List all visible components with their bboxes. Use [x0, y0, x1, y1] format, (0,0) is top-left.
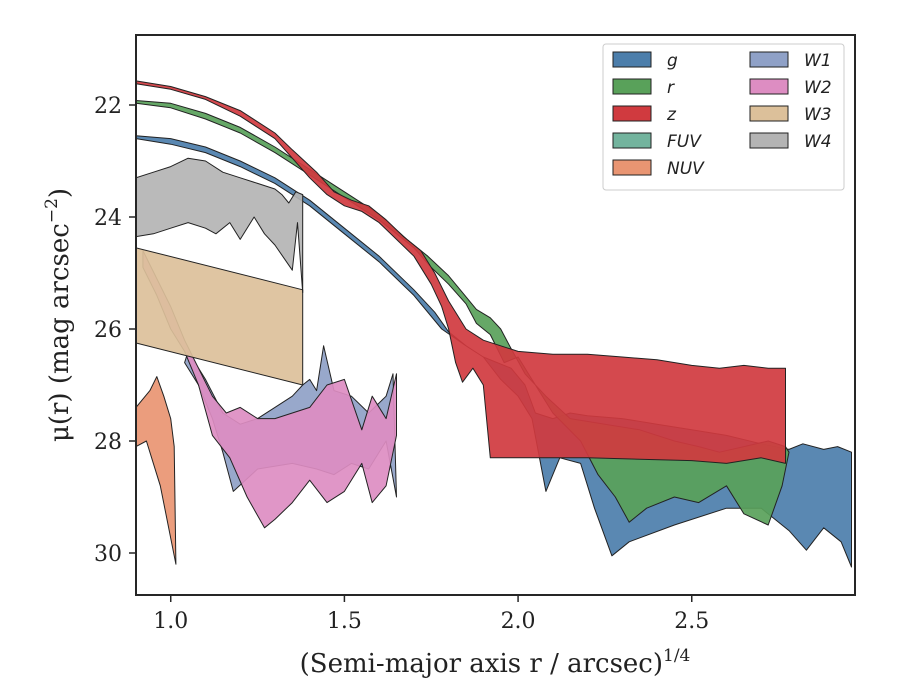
legend-swatch-g — [612, 51, 652, 68]
band-w3 — [136, 247, 304, 386]
y-tick-label: 30 — [94, 542, 122, 567]
y-tick-label: 24 — [94, 206, 122, 231]
legend-swatch-w4 — [749, 132, 789, 149]
legend-swatch-r — [612, 78, 652, 95]
legend-label-g: g — [667, 51, 678, 71]
x-tick-label: 1.5 — [327, 609, 362, 634]
legend-swatch-z — [612, 105, 652, 122]
legend-swatch-w2 — [749, 78, 789, 95]
y-axis-ticks: 22 24 26 28 30 — [94, 94, 136, 567]
legend-label-w4: W4 — [804, 132, 832, 152]
band-z — [136, 80, 786, 464]
x-axis-ticks: 1.0 1.5 2.0 2.5 — [153, 595, 709, 634]
legend-label-w1: W1 — [804, 51, 832, 71]
x-axis-label-text: (Semi-major axis r / arcsec) — [300, 649, 663, 679]
y-tick-label: 26 — [94, 318, 122, 343]
legend: grz FUV NUV W1 W2 W3 W4 — [602, 43, 845, 191]
y-axis-label: μ(r) (mag arcsec−2) — [42, 188, 75, 442]
x-tick-label: 2.5 — [674, 609, 709, 634]
x-tick-label: 2.0 — [501, 609, 536, 634]
x-axis-label-exponent: 1/4 — [663, 646, 690, 666]
x-tick-label: 1.0 — [153, 609, 188, 634]
band-w4 — [136, 157, 304, 294]
y-axis-label-exponent: −2 — [42, 198, 62, 223]
legend-swatch-fuv — [612, 132, 652, 149]
y-axis-label-close: ) — [45, 188, 75, 198]
legend-label-w3: W3 — [804, 105, 832, 125]
plot-frame — [135, 34, 856, 596]
y-axis-label-text: μ(r) (mag arcsec — [45, 223, 75, 442]
band-w2 — [142, 250, 397, 529]
legend-swatch-w1 — [749, 51, 789, 68]
legend-label-r: r — [667, 78, 675, 98]
legend-swatch-w3 — [749, 105, 789, 122]
legend-label-fuv: FUV — [667, 132, 702, 152]
x-axis-label: (Semi-major axis r / arcsec)1/4 — [300, 646, 691, 679]
band-nuv — [136, 376, 177, 565]
legend-label-nuv: NUV — [667, 159, 705, 179]
y-tick-label: 28 — [94, 430, 122, 455]
legend-label-z: z — [666, 105, 677, 125]
y-tick-label: 22 — [94, 94, 122, 119]
legend-label-w2: W2 — [804, 78, 832, 98]
legend-swatch-nuv — [612, 159, 652, 176]
series-bands — [136, 80, 852, 568]
